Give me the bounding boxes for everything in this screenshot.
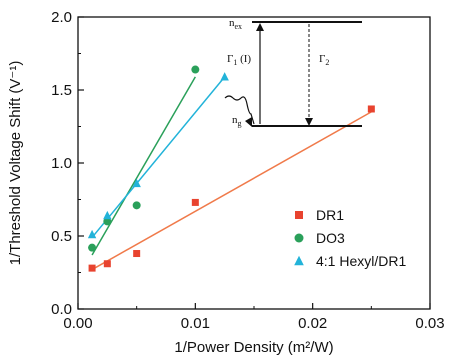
energy-level-diagram: nex ng Γ1 (I) Γ2 xyxy=(224,17,362,128)
x-axis: 0.00 0.01 0.02 0.03 xyxy=(63,303,445,332)
y-tick-label: 2.0 xyxy=(51,9,72,26)
legend: DR1 DO3 4:1 Hexyl/DR1 xyxy=(294,207,406,269)
gamma1-label: Γ1 (I) xyxy=(227,53,251,67)
excited-level-label: nex xyxy=(229,17,242,31)
y-tick-label: 0.5 xyxy=(51,228,72,245)
fit-line-do3 xyxy=(91,76,196,256)
fit-line-4-1-hexyl-dr1 xyxy=(91,76,226,238)
gamma1-arrowhead-icon xyxy=(256,23,264,31)
y-axis-label: 1/Threshold Voltage Shift (V⁻¹) xyxy=(7,61,24,266)
data-point-do3 xyxy=(191,65,200,74)
data-point-do3 xyxy=(132,201,141,210)
photon-arrowhead-icon xyxy=(245,117,252,127)
x-tick-label: 0.02 xyxy=(298,315,327,332)
data-point-dr1 xyxy=(367,105,375,113)
data-point-dr1 xyxy=(133,250,141,258)
fit-line-dr1 xyxy=(91,111,372,271)
data-point-4-1-hexyl-dr1 xyxy=(220,72,229,81)
legend-marker-4-1-hexyl-dr1 xyxy=(294,255,304,266)
data-point-4-1-hexyl-dr1 xyxy=(132,178,141,188)
y-tick-label: 0.0 xyxy=(51,301,72,318)
x-tick-label: 0.01 xyxy=(181,315,210,332)
legend-marker-dr1 xyxy=(295,211,303,219)
legend-marker-do3 xyxy=(294,233,304,243)
data-point-do3 xyxy=(88,243,97,252)
gamma2-label: Γ2 xyxy=(319,53,329,67)
ground-level-label: ng xyxy=(232,114,242,128)
photon-wavy-arrow xyxy=(224,95,255,125)
data-point-dr1 xyxy=(88,264,96,272)
x-tick-label: 0.03 xyxy=(415,315,444,332)
x-tick-label: 0.00 xyxy=(63,315,92,332)
data-point-dr1 xyxy=(191,198,199,206)
data-point-4-1-hexyl-dr1 xyxy=(87,229,97,239)
legend-label-4-1-hexyl-dr1: 4:1 Hexyl/DR1 xyxy=(316,253,406,269)
data-point-do3 xyxy=(103,217,112,226)
y-axis: 0.0 0.5 1.0 1.5 2.0 xyxy=(51,9,84,318)
legend-label-dr1: DR1 xyxy=(316,207,344,223)
data-markers xyxy=(87,65,375,272)
data-point-dr1 xyxy=(103,260,111,268)
data-point-4-1-hexyl-dr1 xyxy=(103,210,112,220)
legend-label-do3: DO3 xyxy=(316,230,345,246)
y-tick-label: 1.0 xyxy=(51,155,72,172)
x-axis-label: 1/Power Density (m²/W) xyxy=(174,339,333,356)
gamma2-arrowhead-icon xyxy=(305,118,313,126)
y-tick-label: 1.5 xyxy=(51,82,72,99)
fit-lines xyxy=(91,76,372,271)
